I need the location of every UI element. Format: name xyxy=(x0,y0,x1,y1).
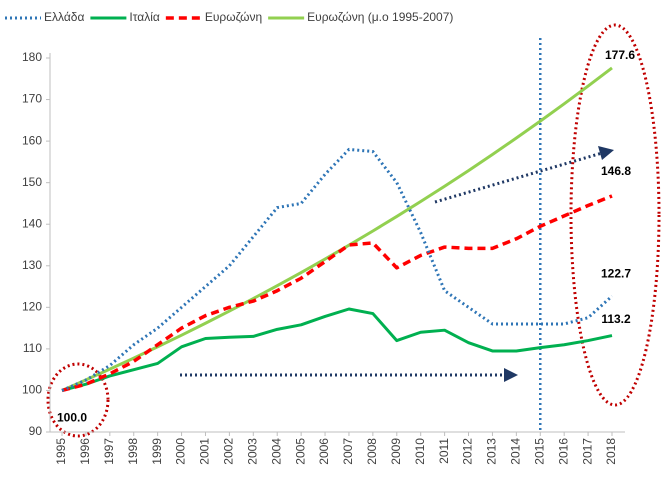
y-tick-label: 170 xyxy=(22,92,42,106)
x-tick-label: 2005 xyxy=(293,438,307,465)
arrow xyxy=(434,151,603,204)
series-line xyxy=(61,147,614,392)
x-tick-label: 2011 xyxy=(437,438,451,464)
y-tick-label: 90 xyxy=(29,424,43,438)
y-tick-label: 100 xyxy=(22,383,42,397)
y-tick-label: 160 xyxy=(22,133,42,147)
x-tick-label: 2006 xyxy=(317,438,331,465)
x-tick-label: 1998 xyxy=(126,438,140,465)
data-label: 177.6 xyxy=(605,48,635,62)
x-tick-label: 2009 xyxy=(389,438,403,465)
x-tick-label: 2004 xyxy=(269,438,283,465)
x-tick-label: 2015 xyxy=(532,438,546,465)
x-tick-label: 2003 xyxy=(245,438,259,465)
series-line xyxy=(61,307,613,392)
x-tick-label: 2016 xyxy=(556,438,570,465)
highlight-ellipse xyxy=(569,23,661,407)
data-label: 113.2 xyxy=(601,312,631,326)
y-tick-label: 140 xyxy=(22,216,42,230)
decorations xyxy=(46,23,661,438)
x-tick-label: 2012 xyxy=(461,438,475,465)
data-label: 146.8 xyxy=(601,164,631,178)
y-tick-label: 120 xyxy=(22,300,42,314)
x-tick-label: 2000 xyxy=(174,438,188,465)
legend-label: Ευρωζώνη xyxy=(205,10,262,24)
data-label: 122.7 xyxy=(601,266,631,280)
x-tick-label: 2018 xyxy=(604,438,618,465)
x-tick-label: 2002 xyxy=(222,438,236,465)
legend-label: Ευρωζώνη (μ.ο 1995-2007) xyxy=(307,10,453,24)
x-tick-label: 2013 xyxy=(485,438,499,465)
x-tick-label: 2008 xyxy=(365,438,379,465)
x-tick-label: 1999 xyxy=(150,438,164,465)
data-label: 100.0 xyxy=(57,411,87,425)
arrow-head xyxy=(504,368,518,382)
arrow-head xyxy=(598,146,614,160)
legend-label: Ελλάδα xyxy=(44,10,84,24)
series-line xyxy=(61,66,613,392)
y-tick-label: 150 xyxy=(22,175,42,189)
y-tick-label: 180 xyxy=(22,50,42,64)
x-tick-label: 2007 xyxy=(341,438,355,465)
y-tick-label: 130 xyxy=(22,258,42,272)
y-tick-label: 110 xyxy=(23,341,42,355)
series-line xyxy=(61,194,613,393)
x-tick-label: 1997 xyxy=(102,438,116,465)
highlight-ellipse xyxy=(46,362,110,438)
legend-label: Ιταλία xyxy=(129,10,160,24)
x-tick-label: 1995 xyxy=(54,438,68,465)
x-tick-label: 2010 xyxy=(413,438,427,465)
x-tick-label: 2001 xyxy=(198,438,212,465)
x-tick-label: 2014 xyxy=(509,438,523,465)
x-tick-label: 2017 xyxy=(580,438,594,465)
x-tick-label: 1996 xyxy=(78,438,92,465)
